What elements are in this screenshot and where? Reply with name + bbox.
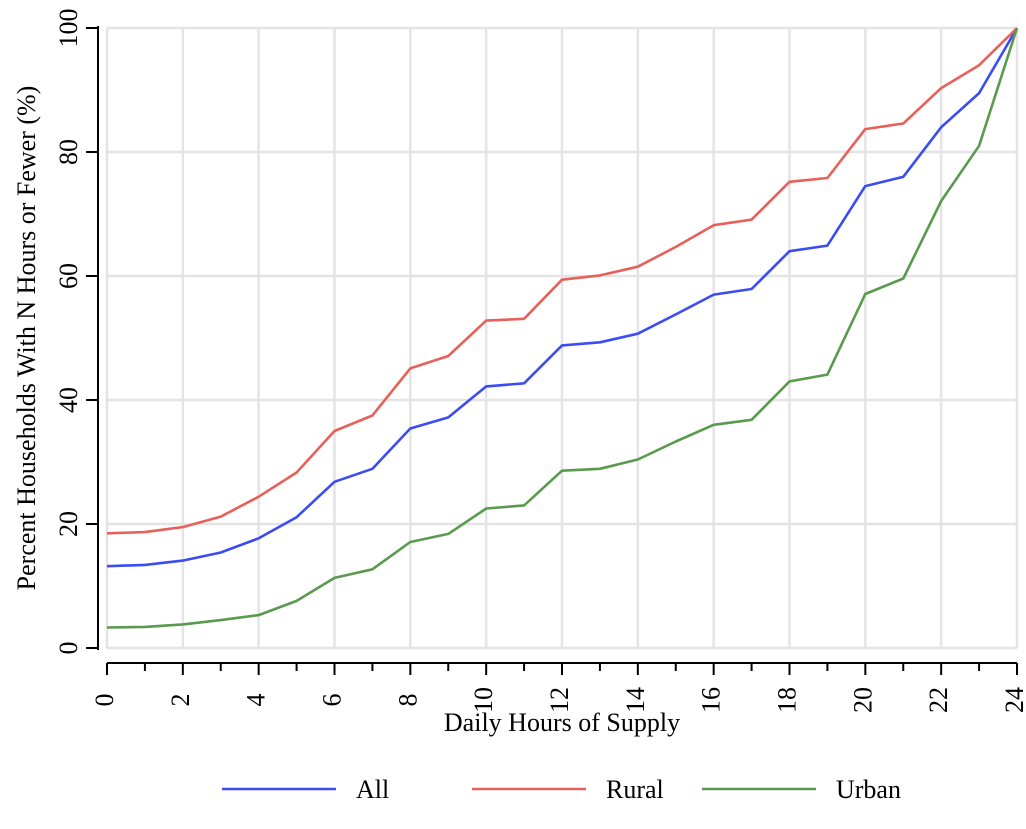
x-tick-label: 10 — [469, 687, 498, 713]
x-tick-label: 24 — [1000, 687, 1026, 713]
legend-label-urban: Urban — [836, 775, 901, 804]
x-tick-label: 2 — [166, 694, 195, 707]
x-tick-label: 14 — [621, 687, 650, 713]
x-axis-title: Daily Hours of Supply — [444, 708, 680, 737]
series-lines — [106, 27, 1019, 629]
legend-label-all: All — [356, 775, 389, 804]
x-tick-label: 4 — [242, 694, 271, 707]
series-line-urban — [106, 27, 1019, 629]
x-tick-label: 6 — [317, 694, 346, 707]
y-tick-label: 100 — [54, 9, 83, 48]
gridlines — [105, 26, 1019, 650]
x-tick-label: 8 — [393, 694, 422, 707]
series-line-rural — [106, 27, 1018, 535]
x-tick-label: 22 — [924, 687, 953, 713]
x-tick-label: 20 — [848, 687, 877, 713]
x-tick-label: 16 — [697, 687, 726, 713]
legend-label-rural: Rural — [606, 775, 664, 804]
y-tick-label: 40 — [54, 387, 83, 413]
y-tick-label: 20 — [54, 511, 83, 537]
legend: All Rural Urban — [222, 775, 901, 804]
y-axis-ticks: 0 20 40 60 80 100 — [54, 9, 98, 655]
x-tick-label: 0 — [90, 694, 119, 707]
x-tick-label: 12 — [545, 687, 574, 713]
y-tick-label: 0 — [54, 642, 83, 655]
y-tick-label: 80 — [54, 139, 83, 165]
series-line-all — [106, 27, 1019, 568]
x-tick-label: 18 — [772, 687, 801, 713]
y-tick-label: 60 — [54, 263, 83, 289]
y-axis-title: Percent Households With N Hours or Fewer… — [12, 86, 41, 591]
x-axis-ticks: 0 2 4 6 8 10 12 14 16 18 20 22 24 — [90, 663, 1026, 713]
